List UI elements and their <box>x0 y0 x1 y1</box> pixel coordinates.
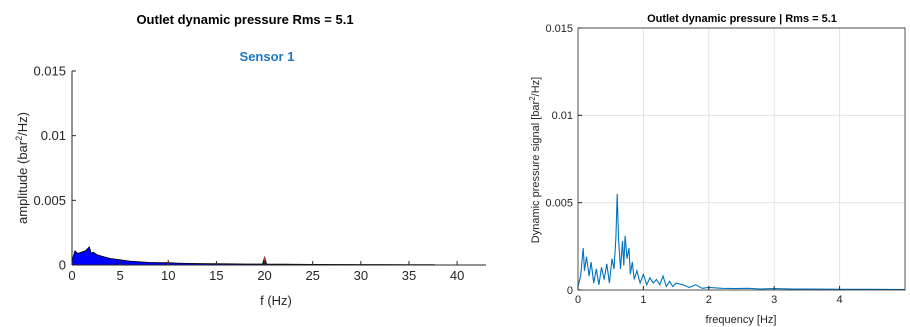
series-outline <box>71 246 436 266</box>
x-tick-label: 20 <box>257 268 271 283</box>
left-y-axis-label: amplitude (bar2/Hz) <box>14 112 30 224</box>
y-tick-label: 0 <box>567 285 573 297</box>
left-chart-subtitle: Sensor 1 <box>240 49 295 64</box>
x-tick-label: 10 <box>161 268 175 283</box>
x-tick-label: 25 <box>305 268 319 283</box>
series-line <box>577 193 906 291</box>
x-tick-label: 0 <box>575 294 581 306</box>
right-y-axis-label: Dynamic pressure signal [bar2/Hz] <box>528 77 542 243</box>
x-tick-label: 35 <box>402 268 416 283</box>
x-tick-label: 40 <box>450 268 464 283</box>
x-tick-label: 1 <box>640 294 646 306</box>
right-chart: Outlet dynamic pressure | Rms = 5.1 0 1 2 3… <box>528 13 906 326</box>
x-tick-label: 5 <box>117 268 124 283</box>
right-x-axis-label: frequency [Hz] <box>706 314 777 326</box>
right-plot-area: 0 1 2 3 4 0 0.005 0.01 0.015 <box>545 23 906 306</box>
y-tick-label: 0.015 <box>33 64 66 79</box>
x-tick-label: 3 <box>771 294 777 306</box>
x-tick-label: 2 <box>706 294 712 306</box>
axes-box <box>577 27 906 291</box>
left-chart-title: Outlet dynamic pressure Rms = 5.1 <box>136 12 353 27</box>
x-tick-label: 4 <box>837 294 843 306</box>
y-tick-label: 0.01 <box>41 128 66 143</box>
y-tick-label: 0.005 <box>33 193 66 208</box>
y-tick-label: 0.015 <box>545 23 573 35</box>
y-tick-label: 0 <box>59 258 66 273</box>
x-tick-label: 15 <box>209 268 223 283</box>
x-tick-label: 30 <box>354 268 368 283</box>
left-chart: Outlet dynamic pressure Rms = 5.1 Sensor… <box>14 12 486 308</box>
left-x-axis-label: f (Hz) <box>260 293 292 308</box>
y-tick-label: 0.005 <box>545 198 573 210</box>
series-area <box>72 246 435 265</box>
x-tick-label: 0 <box>68 268 75 283</box>
y-tick-label: 0.01 <box>552 110 573 122</box>
right-chart-title: Outlet dynamic pressure | Rms = 5.1 <box>647 13 837 25</box>
left-plot-area: 0 5 10 15 20 25 30 35 40 0 0.005 0.01 0.015 <box>33 64 486 283</box>
